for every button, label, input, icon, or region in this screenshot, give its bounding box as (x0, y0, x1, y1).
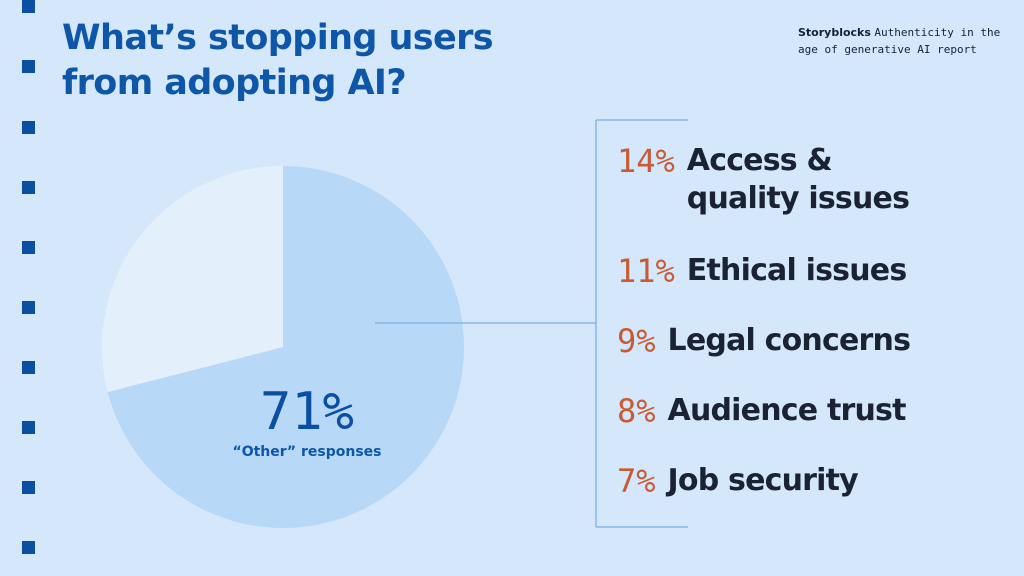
breakdown-label: Job security (667, 463, 859, 498)
breakdown-label: Legal concerns (667, 323, 911, 358)
breakdown-percent: 8% (617, 392, 656, 430)
decorative-square (22, 181, 35, 194)
decorative-square (22, 241, 35, 254)
pie-slice-other-responses (107, 166, 464, 528)
breakdown-percent: 11% (617, 252, 675, 290)
page-title: What’s stopping users from adopting AI? (62, 18, 494, 103)
breakdown-label: Ethical issues (686, 253, 907, 288)
pie-slices (101, 166, 464, 528)
breakdown-item-ethical: 11% Ethical issues (617, 252, 907, 290)
decorative-square (22, 421, 35, 434)
breakdown-item-access-quality: 14% Access & quality issues (617, 142, 910, 218)
decorative-square (22, 121, 35, 134)
pie-center-value: 71% (260, 382, 354, 442)
breakdown-item-legal: 9% Legal concerns (617, 322, 911, 360)
pie-center-caption: “Other” responses (232, 444, 382, 460)
connector-lines (375, 119, 688, 528)
decorative-square (22, 60, 35, 73)
brand-block: Storyblocks Authenticity in the age of g… (798, 24, 1018, 58)
breakdown-percent: 7% (617, 462, 656, 500)
decorative-square (22, 301, 35, 314)
breakdown-item-audience-trust: 8% Audience trust (617, 392, 906, 430)
decorative-square (22, 481, 35, 494)
brand-name: Storyblocks (798, 26, 871, 39)
decorative-square-column (22, 0, 36, 576)
decorative-square (22, 361, 35, 374)
pie-slice-listed-reasons (101, 166, 283, 393)
breakdown-label: Access & quality issues (686, 143, 910, 216)
brand-subtitle: Authenticity in the age of generative AI… (798, 26, 1001, 56)
breakdown-percent: 9% (617, 322, 656, 360)
pie-center-label: 71% “Other” responses (232, 384, 382, 461)
decorative-square (22, 0, 35, 13)
breakdown-percent: 14% (617, 142, 675, 180)
decorative-square (22, 541, 35, 554)
breakdown-label: Audience trust (667, 393, 907, 428)
breakdown-item-job-security: 7% Job security (617, 462, 859, 500)
